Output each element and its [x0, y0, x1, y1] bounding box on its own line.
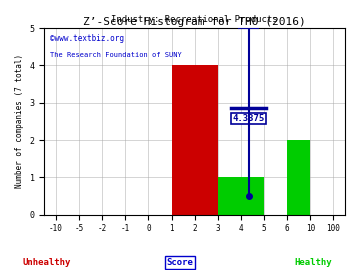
Text: 4.3375: 4.3375 [233, 114, 265, 123]
Text: The Research Foundation of SUNY: The Research Foundation of SUNY [50, 52, 182, 58]
Text: Industry: Recreational Products: Industry: Recreational Products [111, 15, 278, 24]
Text: Unhealthy: Unhealthy [23, 258, 71, 267]
Text: ©www.textbiz.org: ©www.textbiz.org [50, 34, 124, 43]
Bar [287, 140, 310, 215]
Text: Healthy: Healthy [294, 258, 332, 267]
Title: Z’-Score Histogram for THO (2016): Z’-Score Histogram for THO (2016) [83, 17, 306, 27]
Bar [218, 177, 264, 215]
Text: Score: Score [167, 258, 193, 267]
Y-axis label: Number of companies (7 total): Number of companies (7 total) [15, 54, 24, 188]
Bar [171, 65, 218, 215]
